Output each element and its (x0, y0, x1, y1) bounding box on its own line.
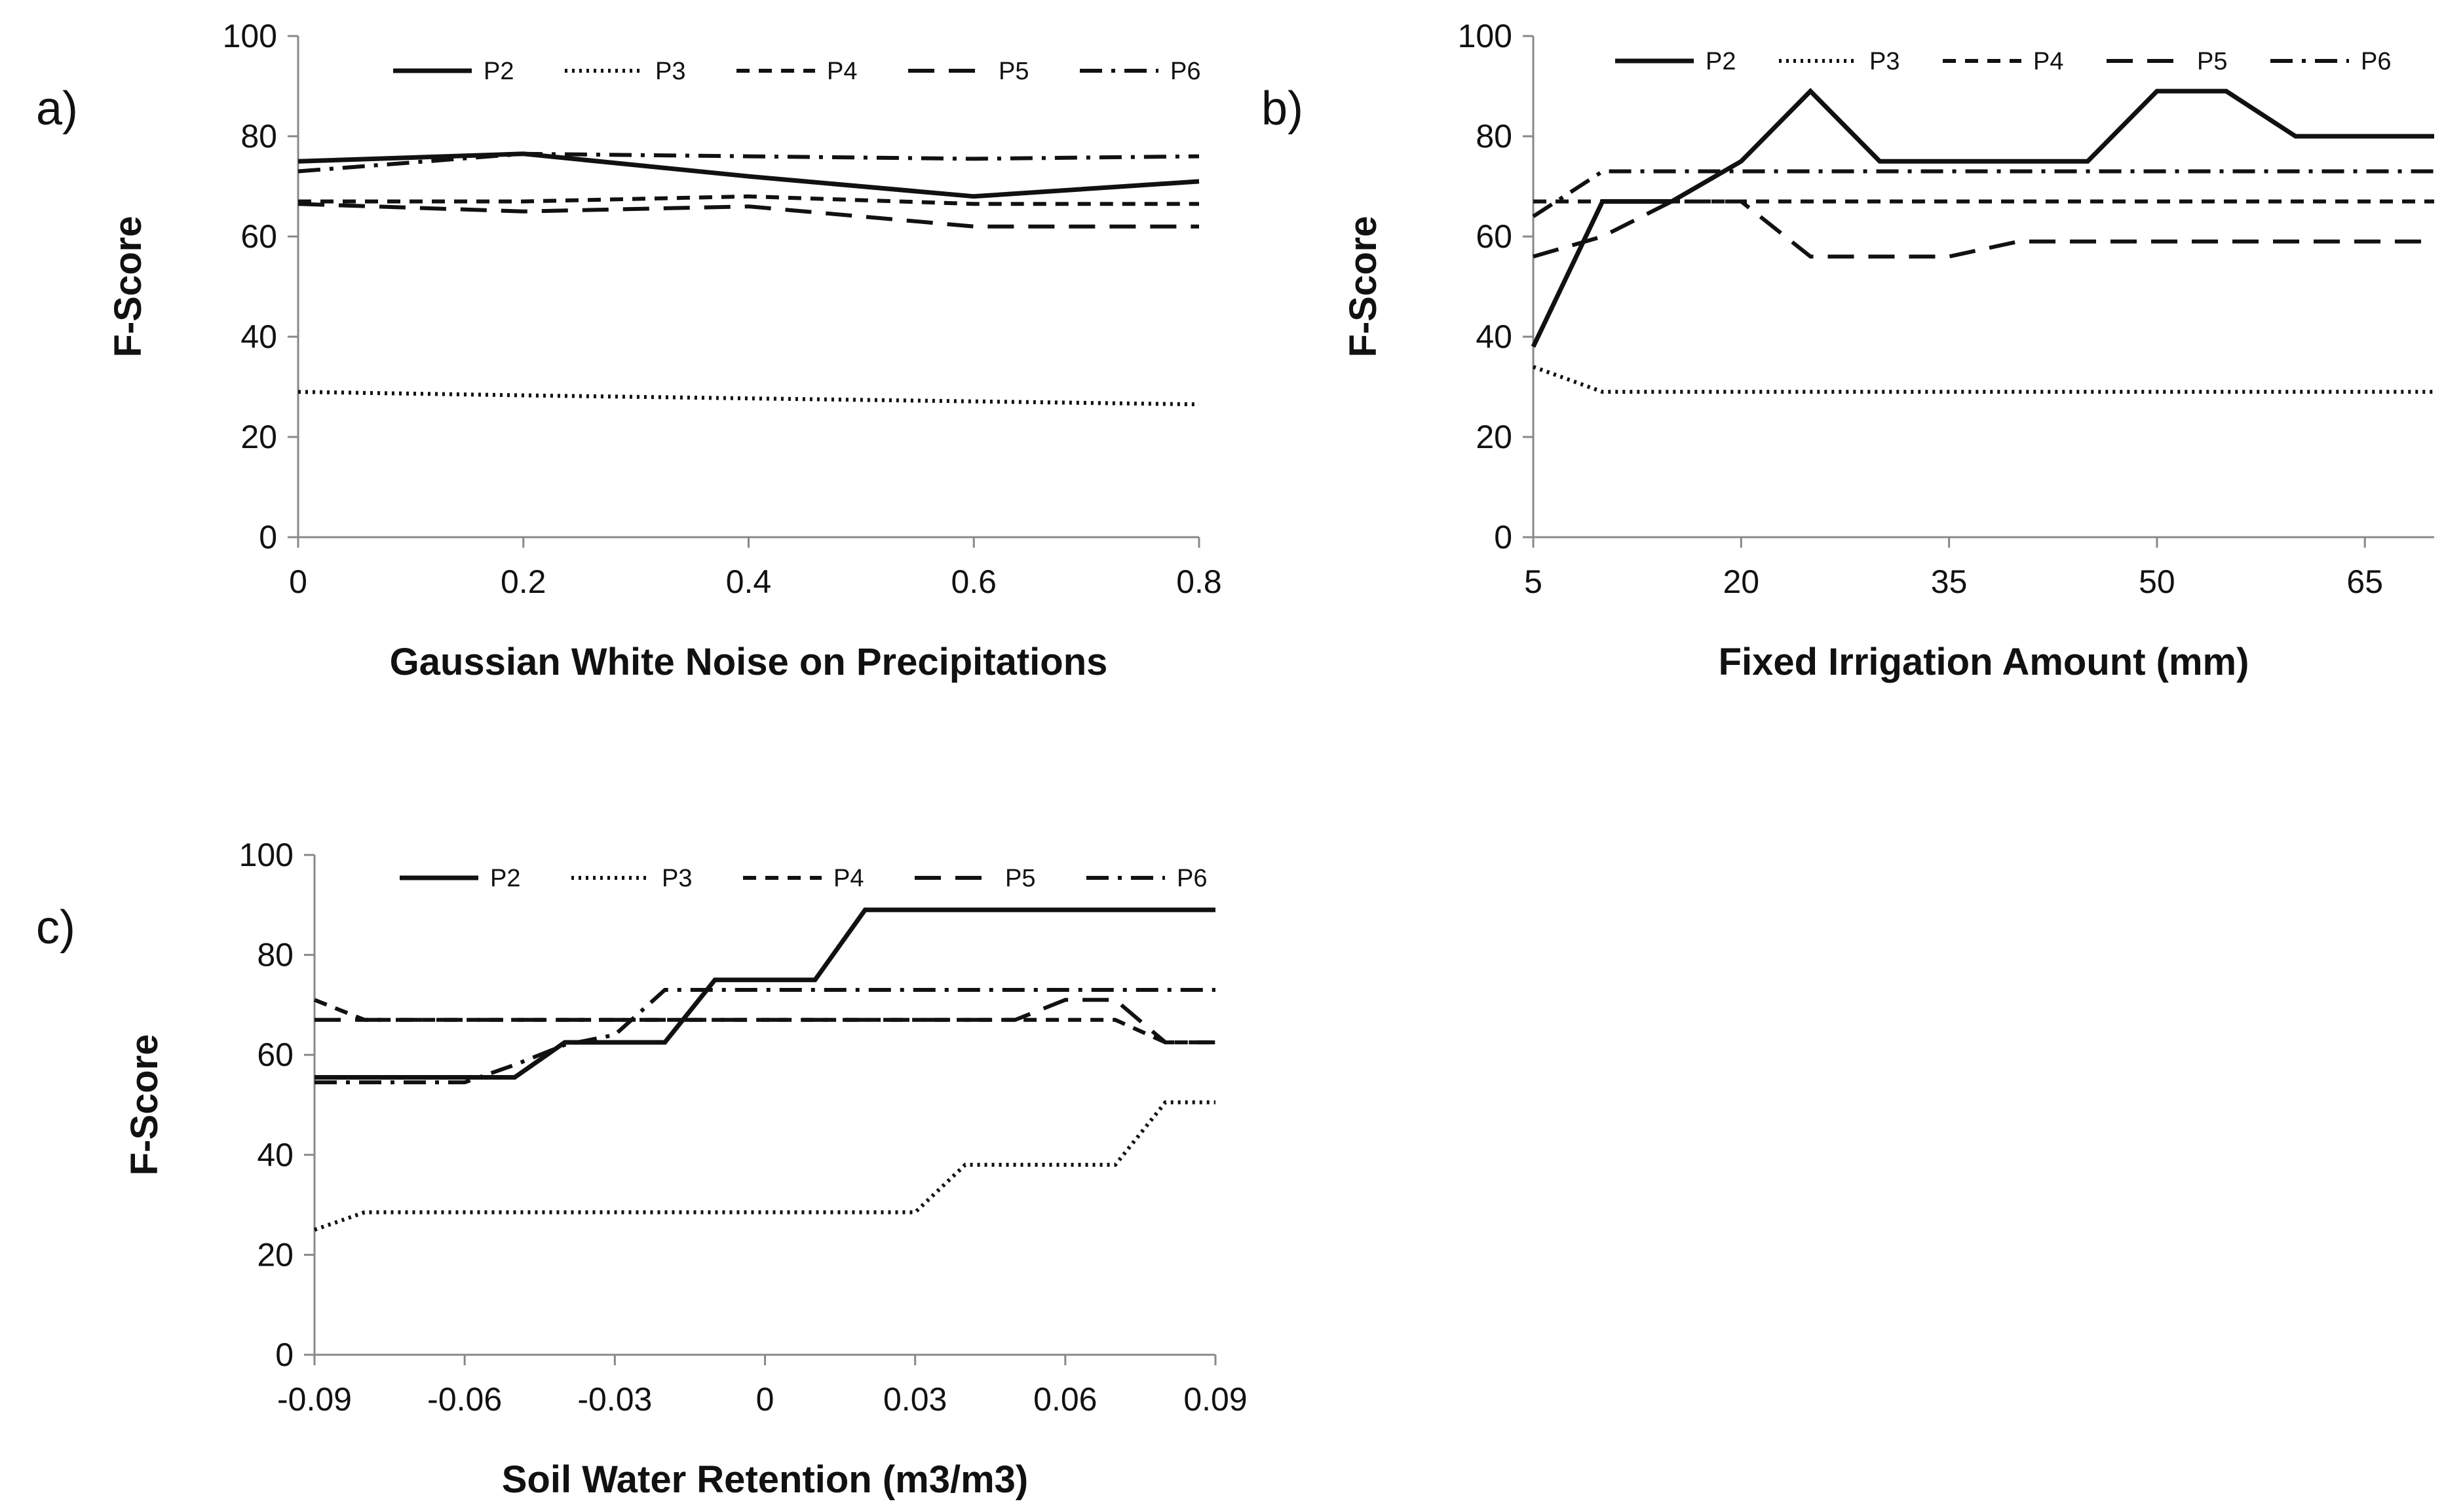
y-tick-label: 80 (257, 937, 294, 973)
x-axis-title: Gaussian White Noise on Precipitations (390, 641, 1108, 683)
x-tick-label: 0.8 (1176, 563, 1222, 600)
x-tick-label: 35 (1931, 563, 1968, 600)
legend-label-p4: P4 (2033, 48, 2063, 75)
x-tick-label: 0 (756, 1381, 774, 1418)
legend-label-p2: P2 (1706, 48, 1736, 75)
y-tick-label: 40 (240, 318, 277, 355)
series-line-p5 (315, 998, 1215, 1045)
x-tick-label: -0.06 (427, 1381, 502, 1418)
legend-label-p4: P4 (833, 865, 864, 892)
y-tick-label: 20 (1476, 419, 1512, 455)
series-line-p3 (1532, 365, 2434, 394)
x-tick-label: 0.06 (1033, 1381, 1097, 1418)
x-axis-title: Soil Water Retention (m3/m3) (502, 1458, 1029, 1501)
x-tick-label: 0.6 (951, 563, 997, 600)
series-line-p2 (1531, 88, 2434, 348)
legend-label-p3: P3 (1869, 48, 1900, 75)
legend-label-p2: P2 (484, 58, 514, 85)
legend-label-p6: P6 (1170, 58, 1200, 85)
chart-panel-2: b) 0 20 40 60 80 100 5 20 35 50 65 Fixed Irrigation … (1261, 18, 2434, 683)
legend-label-p2: P2 (490, 865, 520, 892)
x-tick-label: 0.4 (726, 563, 772, 600)
series-line-p6 (297, 151, 1200, 174)
x-tick-label: 0.09 (1183, 1381, 1247, 1418)
panel-label: c) (36, 901, 75, 954)
x-tick-label: -0.09 (277, 1381, 352, 1418)
x-tick-label: 5 (1524, 563, 1542, 600)
series-line-p2 (315, 907, 1215, 1080)
y-tick-label: 20 (257, 1236, 294, 1273)
x-tick-label: 0 (289, 563, 307, 600)
series-line-p6 (1532, 169, 2434, 218)
y-tick-label: 60 (257, 1036, 294, 1073)
y-axis-title: F-Score (123, 1034, 166, 1176)
legend-label-p4: P4 (827, 58, 857, 85)
panel-label: b) (1261, 83, 1303, 135)
y-tick-label: 100 (1458, 18, 1512, 54)
x-tick-label: 65 (2346, 563, 2383, 600)
y-tick-label: 80 (1476, 118, 1512, 155)
x-tick-label: -0.03 (577, 1381, 652, 1418)
y-tick-label: 60 (240, 218, 277, 255)
y-tick-label: 0 (1494, 519, 1512, 556)
y-tick-label: 40 (257, 1137, 294, 1173)
legend-label-p5: P5 (2197, 48, 2227, 75)
y-tick-label: 20 (240, 419, 277, 455)
y-tick-label: 0 (259, 519, 277, 556)
y-tick-label: 100 (223, 18, 277, 54)
legend-label-p3: P3 (662, 865, 692, 892)
chart-panel-3: c) 0 20 40 60 80 100 -0.09 -0.06 -0.03 0 0.03 0.06 0.… (36, 837, 1248, 1501)
x-tick-label: 0.2 (501, 563, 546, 600)
y-axis-title: F-Score (107, 216, 149, 358)
y-tick-label: 100 (239, 837, 294, 873)
y-tick-label: 40 (1476, 318, 1512, 355)
legend-label-p6: P6 (2361, 48, 2391, 75)
legend-label-p5: P5 (1005, 865, 1035, 892)
chart-panel-1: a) 0 20 40 60 80 100 0 0.2 0.4 0.6 0.8 Gaussian Whit… (36, 18, 1222, 683)
series-line-p6 (315, 988, 1215, 1085)
x-tick-label: 20 (1723, 563, 1759, 600)
series-line-p5 (1533, 199, 2434, 259)
series-line-p3 (297, 390, 1200, 407)
y-axis-title: F-Score (1342, 216, 1384, 358)
y-tick-label: 60 (1476, 218, 1512, 255)
panel-label: a) (36, 83, 78, 135)
series-line-p3 (314, 1100, 1215, 1232)
legend-label-p5: P5 (999, 58, 1029, 85)
y-tick-label: 80 (240, 118, 277, 155)
x-tick-label: 50 (2139, 563, 2175, 600)
series-line-p2 (297, 151, 1200, 199)
legend-label-p6: P6 (1177, 865, 1207, 892)
y-tick-label: 0 (275, 1336, 294, 1373)
x-tick-label: 0.03 (883, 1381, 947, 1418)
series-line-p4 (298, 194, 1199, 206)
x-axis-title: Fixed Irrigation Amount (mm) (1719, 641, 2249, 683)
series-line-p5 (297, 202, 1199, 229)
legend-label-p3: P3 (655, 58, 685, 85)
